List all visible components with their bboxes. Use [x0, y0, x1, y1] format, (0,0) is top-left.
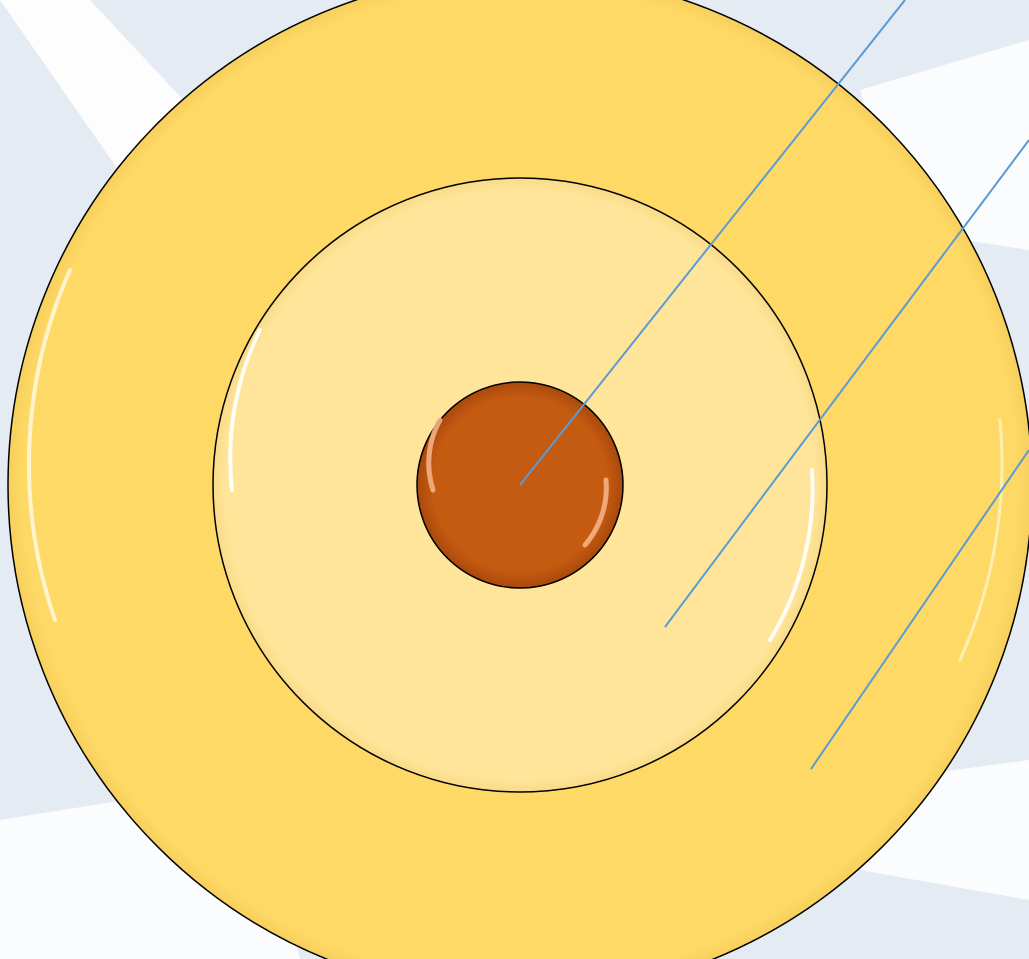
- leader-line-middle-ring: [664, 139, 1029, 628]
- core-highlight: [426, 417, 443, 493]
- outer-ring-highlight: [26, 268, 72, 622]
- leader-line-outer-ring: [810, 449, 1029, 770]
- middle-ring-highlight: [228, 328, 262, 492]
- outer-ring-highlight: [958, 418, 1004, 662]
- leader-line-core: [519, 0, 906, 486]
- core-highlight: [582, 477, 609, 548]
- middle-ring-highlight: [768, 468, 815, 642]
